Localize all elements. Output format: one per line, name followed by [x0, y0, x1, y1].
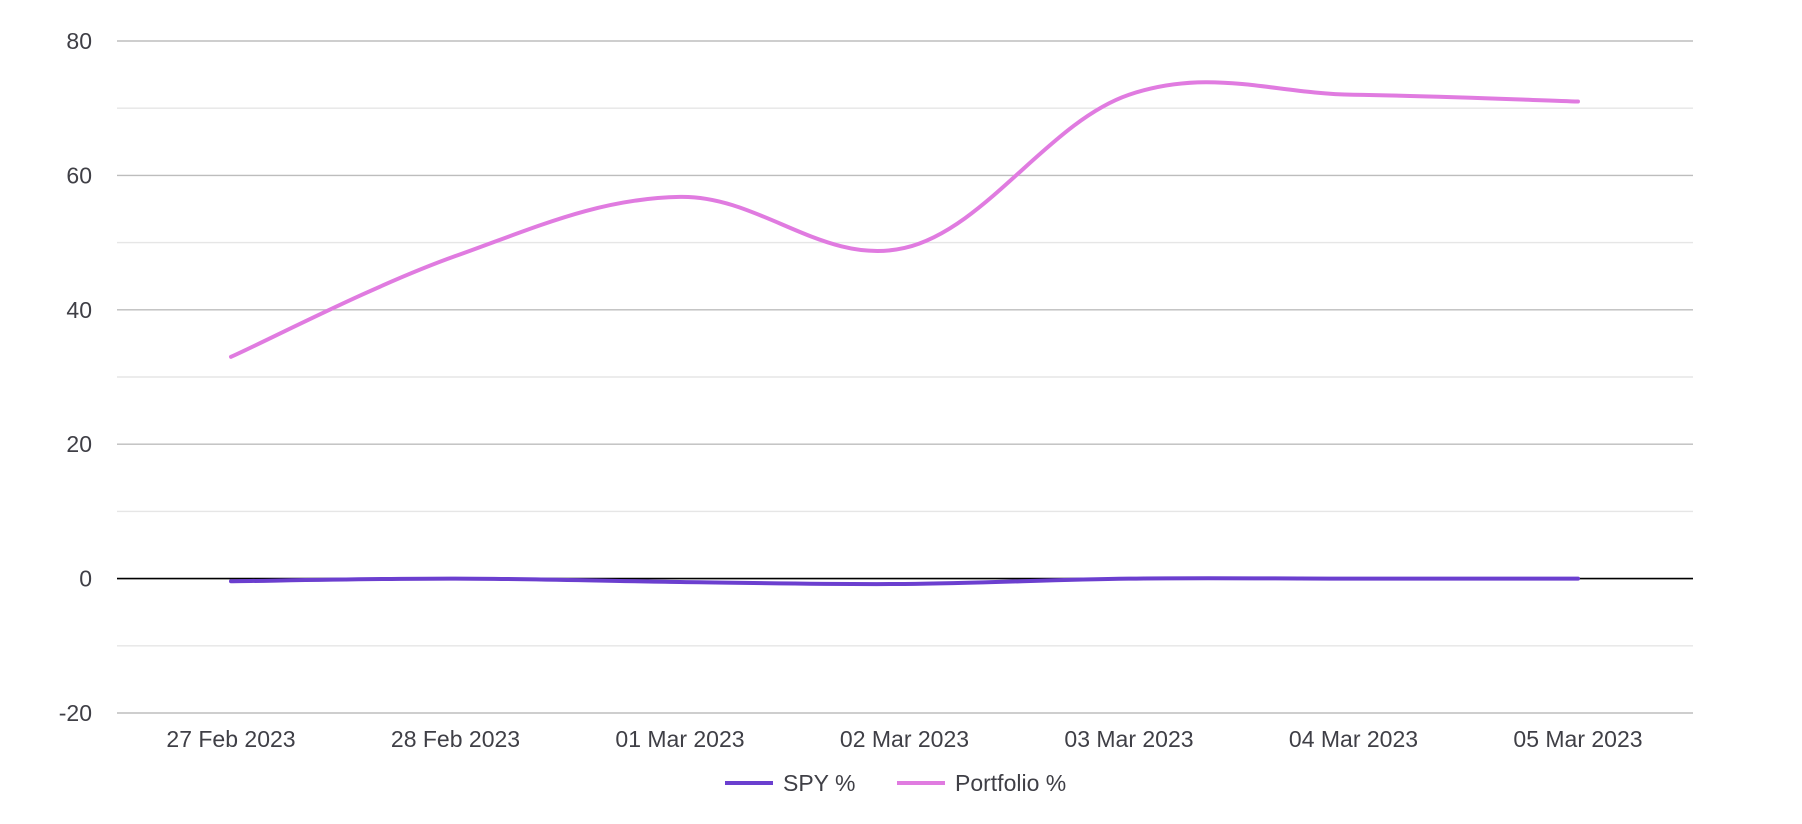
x-tick-label: 05 Mar 2023 [1513, 726, 1642, 752]
grid [117, 40, 1693, 714]
x-tick-label: 28 Feb 2023 [391, 726, 520, 752]
y-tick-label: 40 [66, 297, 92, 323]
y-axis-ticks: 80 60 40 20 0 -20 [59, 28, 92, 726]
x-axis-ticks: 27 Feb 2023 28 Feb 2023 01 Mar 2023 02 Mar … [166, 726, 1642, 752]
y-tick-label: -20 [59, 700, 92, 726]
legend-label-portfolio: Portfolio % [955, 770, 1066, 796]
y-tick-label: 60 [66, 162, 92, 188]
series-line-portfolio [229, 80, 1580, 359]
series-lines [229, 80, 1580, 587]
y-tick-label: 20 [66, 431, 92, 457]
x-tick-label: 02 Mar 2023 [840, 726, 969, 752]
series-line-spy [229, 576, 1580, 587]
y-tick-label: 0 [79, 566, 92, 592]
legend-label-spy: SPY % [783, 770, 855, 796]
x-tick-label: 01 Mar 2023 [615, 726, 744, 752]
x-tick-label: 04 Mar 2023 [1289, 726, 1418, 752]
legend: SPY % Portfolio % [725, 770, 1066, 796]
y-tick-label: 80 [66, 28, 92, 54]
x-tick-label: 27 Feb 2023 [166, 726, 295, 752]
x-tick-label: 03 Mar 2023 [1064, 726, 1193, 752]
